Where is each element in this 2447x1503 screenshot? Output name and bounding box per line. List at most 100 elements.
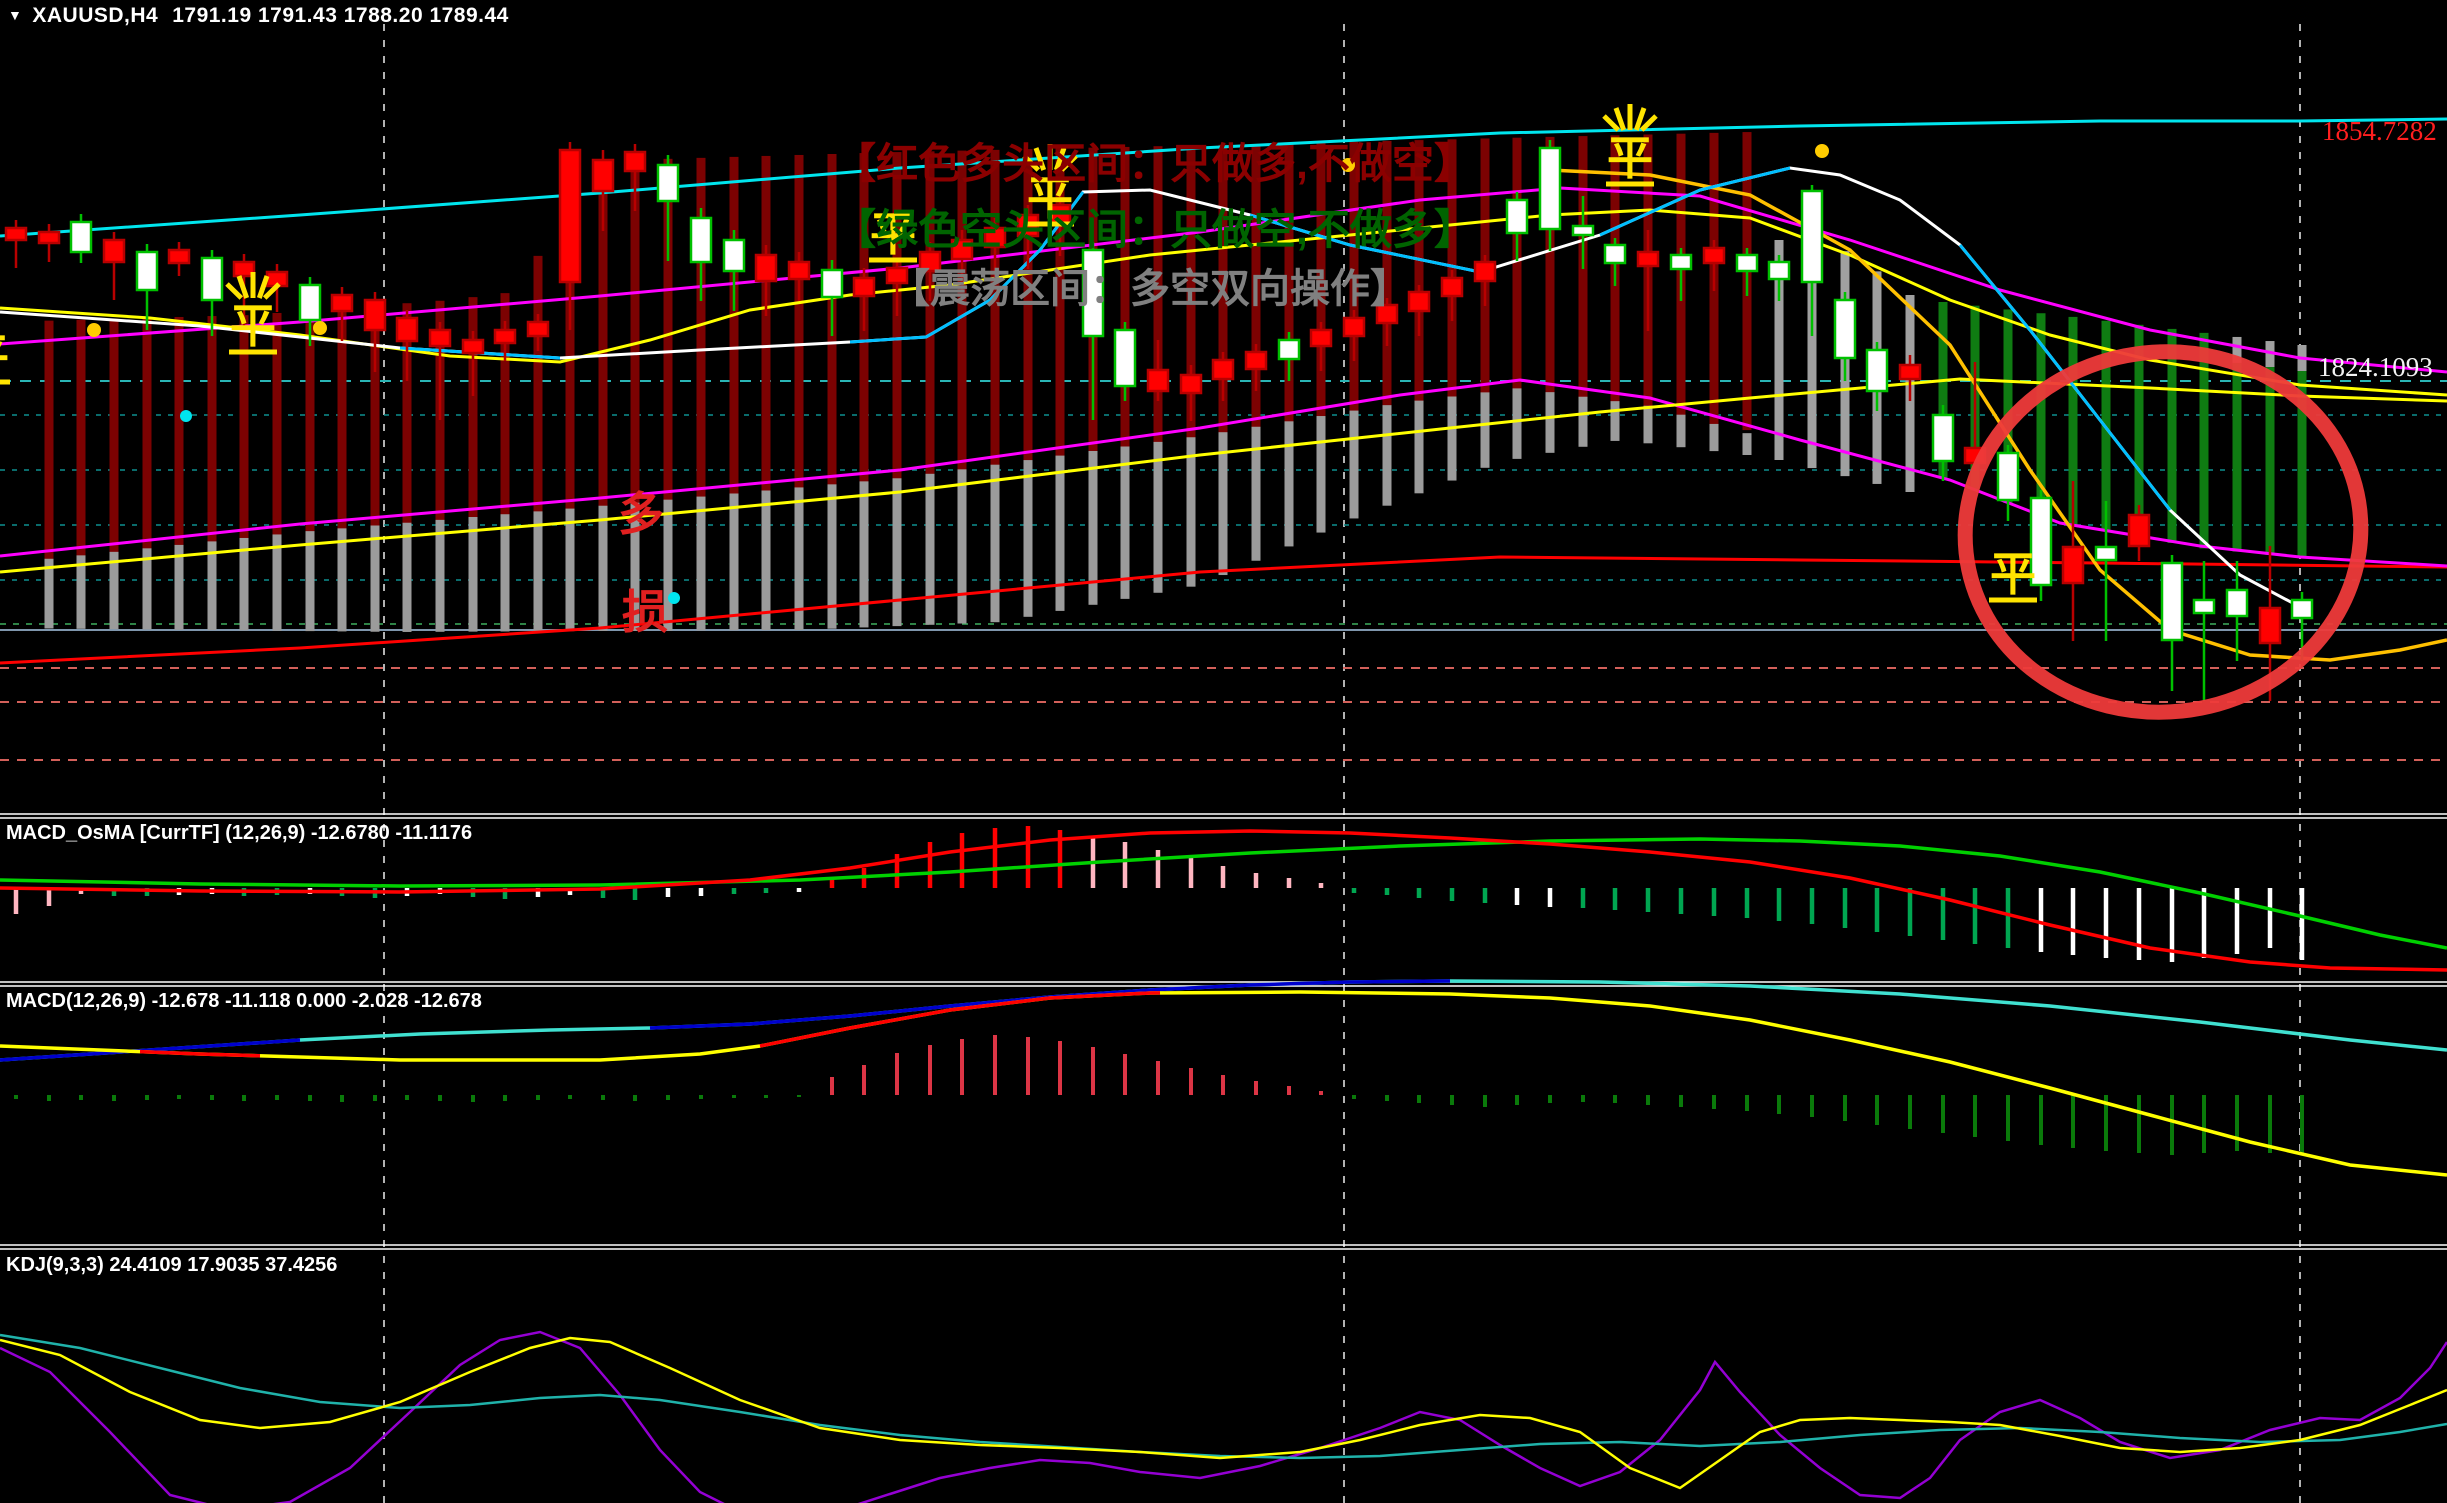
- annotation-bull-zone: 【红色多头区间：只做多,不做空】: [834, 140, 1476, 187]
- candle-body: [1342, 316, 1366, 338]
- lower-ribbon-bar: [598, 505, 608, 631]
- cyan-outer-line: [0, 117, 2447, 238]
- lower-ribbon-bar: [696, 496, 706, 631]
- yellow-dot: [1815, 144, 1829, 158]
- stoploss-red-line: [0, 555, 2447, 665]
- candle-body: [1244, 350, 1268, 371]
- ribbon-bar: [1382, 140, 1392, 446]
- close-mark: 平: [1989, 548, 2037, 603]
- candle-body: [4, 226, 28, 242]
- lower-ribbon-bar: [565, 508, 575, 632]
- candle-body: [2225, 588, 2249, 618]
- price-label-bid: 1824.1093: [2318, 352, 2433, 382]
- ribbon-bar: [207, 316, 217, 560]
- lower-ribbon-bar: [827, 484, 837, 629]
- ribbon-bar: [500, 293, 510, 532]
- ribbon-bar: [1055, 148, 1065, 474]
- candle-body: [232, 260, 256, 278]
- lower-ribbon-bar: [174, 544, 184, 630]
- lower-ribbon-bar: [957, 469, 967, 624]
- lower-ribbon-bar: [1251, 426, 1261, 561]
- candle-body: [1211, 358, 1235, 381]
- candle-body: [558, 148, 582, 284]
- lower-ribbon-bar: [402, 522, 412, 632]
- ribbon-bar: [44, 320, 54, 574]
- chart-title-bar: ▼ XAUUSD,H4 1791.19 1791.43 1788.20 1789.4…: [8, 4, 509, 28]
- ribbon-bar: [1807, 245, 1817, 469]
- candle-body: [1898, 363, 1922, 381]
- cyan-dot: [180, 410, 192, 422]
- candle-body: [1440, 276, 1464, 298]
- lower-ribbon-bar: [1709, 423, 1719, 452]
- candle-body: [2029, 496, 2053, 587]
- lower-ribbon-bar: [1676, 414, 1686, 448]
- candle-body: [200, 256, 224, 302]
- ribbon-bar: [402, 303, 412, 542]
- lower-ribbon-bar: [272, 534, 282, 631]
- lower-ribbon-bar: [1643, 405, 1653, 444]
- price-label-upper: 1854.7282: [2322, 116, 2437, 146]
- lower-ribbon-bar: [142, 548, 152, 630]
- ribbon-bar: [1578, 136, 1588, 436]
- lower-ribbon-bar: [1153, 441, 1163, 593]
- candle-body: [2160, 561, 2184, 642]
- candle-body: [1473, 260, 1497, 283]
- candle-body: [722, 238, 746, 273]
- ribbon-bar: [663, 158, 673, 516]
- ribbon-bar: [468, 297, 478, 535]
- svg-text:平: 平: [230, 300, 276, 352]
- symbol-timeframe-label: XAUUSD,H4: [32, 4, 159, 27]
- ribbon-bar: [729, 156, 739, 509]
- close-mark: 平: [869, 208, 917, 263]
- ribbon-bar: [565, 161, 575, 526]
- expand-triangle-icon[interactable]: ▼: [8, 7, 23, 23]
- macd-signal-blue-segment: [649, 979, 1451, 1030]
- candle-body: [1375, 303, 1399, 325]
- lower-ribbon-bar: [44, 558, 54, 629]
- ribbon-bar: [598, 160, 608, 522]
- candle-body: [918, 250, 942, 273]
- lower-ribbon-bar: [859, 481, 869, 628]
- svg-text:平: 平: [870, 208, 916, 260]
- label-sun: 损: [622, 586, 668, 638]
- lower-ribbon-bar: [663, 499, 673, 631]
- ribbon-bar: [2199, 332, 2209, 549]
- cyan-ma-segment: [1249, 213, 1481, 274]
- candle-body: [1081, 248, 1105, 338]
- lower-ribbon-bar: [729, 493, 739, 631]
- close-mark: 平: [0, 330, 10, 385]
- candle-body: [1996, 451, 2020, 502]
- candle-body: [37, 230, 61, 245]
- cyan-dot: [668, 592, 680, 604]
- ribbon-bar: [1512, 137, 1522, 438]
- ribbon-bar: [1120, 146, 1130, 467]
- macd-main-red-segment: [759, 991, 1161, 1048]
- lower-ribbon-bar: [305, 531, 315, 632]
- ribbon-bar: [1545, 136, 1555, 437]
- crown-close-mark: 平: [225, 272, 281, 355]
- ohlc-values: 1791.19 1791.43 1788.20 1789.44: [172, 4, 509, 27]
- candle-body: [298, 283, 322, 322]
- ribbon-bar: [1316, 142, 1326, 450]
- ribbon-bar: [370, 305, 380, 545]
- ribbon-bar: [990, 149, 1000, 482]
- candle-body: [591, 158, 615, 193]
- cyan-ma-segment: [849, 191, 1085, 344]
- lower-ribbon-bar: [990, 464, 1000, 623]
- candle-body: [461, 338, 485, 355]
- candle-body: [493, 328, 517, 345]
- lower-yellow-band: [0, 377, 2447, 574]
- lower-ribbon-bar: [239, 537, 249, 631]
- candle-body: [1767, 260, 1791, 281]
- candle-body: [1113, 328, 1137, 388]
- lower-ribbon-bar: [892, 478, 902, 627]
- lower-ribbon-bar: [1610, 401, 1620, 441]
- lower-ribbon-bar: [207, 541, 217, 631]
- ribbon-bar: [1284, 143, 1294, 453]
- candle-body: [363, 298, 387, 332]
- ribbon-bar: [2167, 328, 2177, 543]
- lower-ribbon-bar: [630, 502, 640, 631]
- candle-body: [2094, 545, 2118, 562]
